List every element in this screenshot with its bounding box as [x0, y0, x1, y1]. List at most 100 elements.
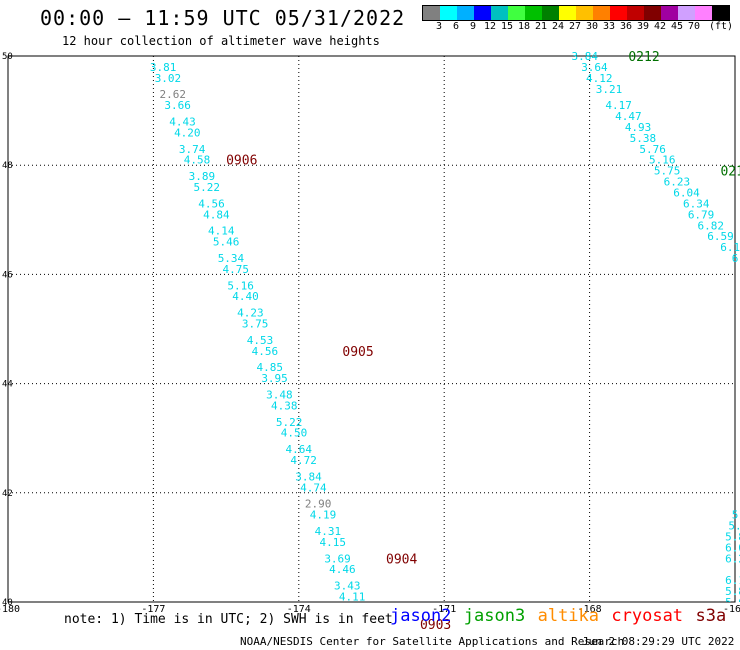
colorbar: [422, 5, 730, 21]
y-tick-label: 46: [2, 270, 13, 280]
wave-height-label: 4.11: [339, 591, 366, 604]
x-tick-label: -177: [141, 604, 165, 615]
wave-height-label: 5.76: [639, 143, 666, 156]
wave-height-label: 4.12: [586, 72, 613, 85]
wave-height-label: 5: [732, 509, 739, 522]
wave-height-label: 4.31: [315, 525, 342, 538]
wave-height-label: 4.19: [310, 509, 337, 522]
wave-height-label: 5.8: [725, 585, 740, 598]
colorbar-swatch: [695, 6, 712, 20]
colorbar-swatch: [508, 6, 525, 20]
wave-height-label: 3.02: [155, 72, 182, 85]
colorbar-swatch: [644, 6, 661, 20]
colorbar-tick-label: 39: [636, 21, 650, 32]
colorbar-tick-label: 27: [568, 21, 582, 32]
wave-height-label: 4.56: [252, 345, 279, 358]
wave-height-label: 4.64: [286, 443, 313, 456]
wave-height-label: 3.89: [189, 170, 216, 183]
y-tick-label: 42: [2, 489, 13, 499]
wave-height-label: 5.8: [725, 530, 740, 543]
wave-height-label: 6.04: [673, 187, 700, 200]
colorbar-tick-label: 42: [653, 21, 667, 32]
wave-height-label: 6.1: [720, 241, 740, 254]
wave-height-label: 4.43: [169, 116, 196, 129]
wave-height-label: 5.6: [725, 596, 740, 609]
x-tick-label: -180: [0, 604, 20, 615]
satellite-label-jason3: jason3: [463, 606, 526, 626]
colorbar-tick-label: 36: [619, 21, 633, 32]
wave-height-label: 6.23: [664, 176, 691, 189]
colorbar-tick-label: 3: [435, 21, 443, 32]
wave-height-label: 2.90: [305, 498, 332, 511]
wave-height-label: 6.59: [707, 230, 734, 243]
wave-height-label: 3.43: [334, 580, 361, 593]
colorbar-tick-label: 21: [534, 21, 548, 32]
wave-height-label: 5.22: [193, 181, 220, 194]
plot-frame: [7, 55, 736, 603]
wave-height-label: 4.23: [237, 307, 264, 320]
wave-height-label: 4.75: [223, 263, 250, 276]
wave-height-label: 4.40: [232, 290, 259, 303]
chart-title: 00:00 – 11:59 UTC 05/31/2022: [40, 6, 406, 30]
wave-height-label: 5.75: [654, 165, 681, 178]
pass-time-label: 0903: [420, 618, 451, 633]
colorbar-tick-label: 30: [585, 21, 599, 32]
colorbar-unit-label: (ft): [708, 21, 734, 32]
colorbar-swatch: [576, 6, 593, 20]
colorbar-swatch: [661, 6, 678, 20]
wave-height-label: 5.22: [276, 416, 303, 429]
wave-height-label: 6.34: [683, 197, 710, 210]
wave-height-label: 3.48: [266, 389, 293, 402]
colorbar-tick-label: 12: [483, 21, 497, 32]
colorbar-swatch: [593, 6, 610, 20]
wave-height-label: 3.21: [596, 83, 623, 96]
colorbar-swatch: [525, 6, 542, 20]
wave-height-label: 4.14: [208, 225, 235, 238]
y-tick-label: 44: [2, 380, 13, 390]
wave-height-label: 3.64: [581, 61, 608, 74]
x-tick-label: -171: [432, 604, 456, 615]
data-points-group: 3.813.022.623.664.434.203.744.583.895.22…: [150, 50, 740, 609]
wave-height-label: 3.95: [261, 372, 288, 385]
colorbar-swatch: [474, 6, 491, 20]
colorbar-tick-label: 45: [670, 21, 684, 32]
wave-height-label: 3.81: [150, 61, 177, 74]
y-tick-label: 48: [2, 161, 13, 171]
wave-height-label: 4.84: [203, 208, 230, 221]
satellite-label-cryosat: cryosat: [611, 606, 684, 626]
colorbar-tick-label: 33: [602, 21, 616, 32]
wave-height-label: 5.16: [649, 154, 676, 167]
colorbar-swatch: [457, 6, 474, 20]
colorbar-tick-label: 6: [452, 21, 460, 32]
colorbar-swatch: [712, 6, 729, 20]
wave-height-label: 4.47: [615, 110, 642, 123]
wave-height-label: 3.66: [164, 99, 191, 112]
colorbar-tick-label: 9: [469, 21, 477, 32]
wave-height-label: 4.85: [256, 361, 283, 374]
timestamp-text: Jun 2 08:29:29 UTC 2022: [582, 635, 735, 648]
colorbar-tick-label: 24: [551, 21, 565, 32]
wave-height-label: 4.17: [605, 99, 632, 112]
wave-height-label: 5.34: [218, 252, 245, 265]
wave-height-label: 6.82: [698, 219, 725, 232]
wave-height-label: 6.79: [688, 208, 715, 221]
colorbar-swatch: [542, 6, 559, 20]
wave-height-label: 5.: [728, 520, 740, 533]
pass-time-label: 0212: [628, 50, 659, 65]
x-tick-label: -174: [287, 604, 311, 615]
colorbar-swatch: [423, 6, 440, 20]
wave-height-label: 4.56: [198, 197, 225, 210]
colorbar-tick-label: 70: [687, 21, 701, 32]
wave-height-label: 6.2: [725, 552, 740, 565]
wave-height-label: 2.62: [160, 88, 187, 101]
wave-height-label: 3.74: [179, 143, 206, 156]
wave-height-label: 3.84: [295, 470, 322, 483]
y-tick-label: 50: [2, 52, 13, 62]
wave-height-label: 4.38: [271, 399, 298, 412]
wave-height-label: 4.93: [625, 121, 652, 134]
colorbar-swatch: [491, 6, 508, 20]
satellite-label-jason2: jason2: [390, 606, 452, 626]
colorbar-swatch: [678, 6, 695, 20]
wave-height-label: 6.1: [725, 574, 740, 587]
satellite-label-s3a: s3a: [695, 606, 727, 626]
